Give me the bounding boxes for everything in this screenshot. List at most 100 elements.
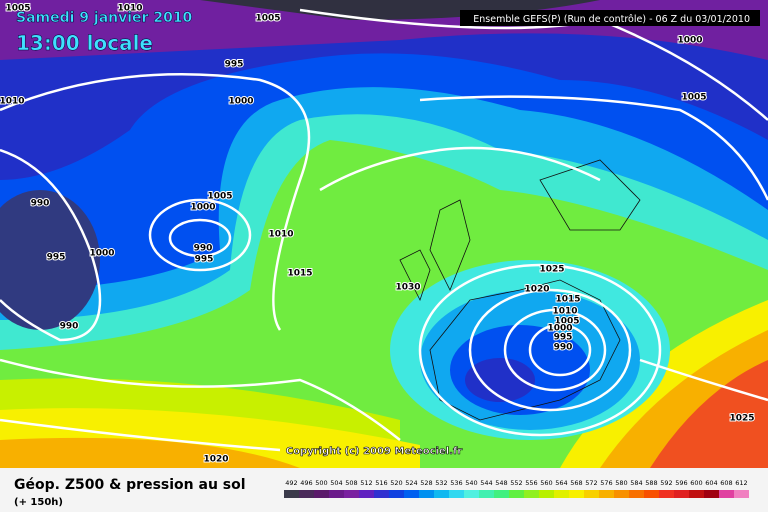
- contour-fill: [650, 360, 768, 468]
- scale-label: 604: [705, 479, 717, 487]
- scale-swatch: [554, 490, 569, 498]
- isobar-label: 1000: [547, 324, 572, 334]
- scale-swatch: [629, 490, 644, 498]
- scale-label: 580: [615, 479, 627, 487]
- scale-swatch: [299, 490, 314, 498]
- isobar-label: 1010: [0, 97, 25, 107]
- isobar: [503, 308, 607, 392]
- scale-swatch: [644, 490, 659, 498]
- isobar-label: 990: [31, 199, 50, 209]
- scale-label: 528: [420, 479, 432, 487]
- isobar: [0, 148, 102, 342]
- scale-label: 516: [375, 479, 387, 487]
- footer-title: Géop. Z500 & pression au sol: [14, 477, 246, 493]
- isobar-label: 995: [47, 253, 66, 263]
- scale-swatch: [404, 490, 419, 498]
- contour-fill: [465, 358, 535, 402]
- isobar-labels: 1005 1010 1005 1000 995 1000 1010 1005 9…: [0, 3, 756, 466]
- scale-swatch: [389, 490, 404, 498]
- scale-swatch: [359, 490, 374, 498]
- scale-label: 512: [360, 479, 372, 487]
- scale-label: 504: [330, 479, 342, 487]
- scale-label: 508: [345, 479, 357, 487]
- scale-label: 500: [315, 479, 327, 487]
- scale-swatch: [329, 490, 344, 498]
- scale-label: 544: [480, 479, 492, 487]
- contour-fill: [0, 190, 100, 330]
- scale-label: 572: [585, 479, 597, 487]
- isobar: [528, 323, 592, 377]
- scale-swatch: [509, 490, 524, 498]
- scale-swatch: [659, 490, 674, 498]
- isobar-label: 990: [60, 322, 79, 332]
- contour-fill: [0, 437, 300, 468]
- map-time: 13:00 locale: [16, 31, 153, 55]
- scale-swatch: [719, 490, 734, 498]
- scale-swatch: [464, 490, 479, 498]
- scale-swatch: [674, 490, 689, 498]
- scale-label: 588: [645, 479, 657, 487]
- isobar: [0, 358, 401, 441]
- scale-label: 612: [735, 479, 747, 487]
- scale-label: 568: [570, 479, 582, 487]
- scale-label: 576: [600, 479, 612, 487]
- scale-label: 600: [690, 479, 702, 487]
- scale-label: 556: [525, 479, 537, 487]
- isobar: [0, 418, 281, 452]
- isobar: [148, 198, 252, 272]
- isobar-label: 1015: [287, 269, 312, 279]
- scale-swatch: [734, 490, 749, 498]
- scale-swatch: [539, 490, 554, 498]
- scale-label: 564: [555, 479, 567, 487]
- scale-swatch: [689, 490, 704, 498]
- isobar: [418, 263, 662, 437]
- scale-label: 540: [465, 479, 477, 487]
- scale-swatch: [344, 490, 359, 498]
- scale-swatch: [374, 490, 389, 498]
- scale-swatch: [284, 490, 299, 498]
- color-scale: 492 496 500 504 508 512 516 520 524 528 532 536 540 5…: [284, 479, 749, 498]
- scale-label: 492: [285, 479, 297, 487]
- isobar-label: 1010: [117, 4, 142, 14]
- scale-swatch: [434, 490, 449, 498]
- scale-label: 608: [720, 479, 732, 487]
- scale-label: 496: [300, 479, 312, 487]
- isobar-label: 1010: [268, 230, 293, 240]
- scale-swatch: [569, 490, 584, 498]
- isobar-label: 995: [225, 60, 244, 70]
- isobar: [168, 218, 232, 258]
- isobar-label: 1020: [203, 455, 228, 465]
- scale-label: 548: [495, 479, 507, 487]
- scale-label: 596: [675, 479, 687, 487]
- scale-label: 560: [540, 479, 552, 487]
- isobar-label: 1015: [555, 295, 580, 305]
- isobar: [468, 288, 632, 412]
- isobar: [639, 358, 768, 402]
- isobar-label: 1000: [228, 97, 253, 107]
- coastline: [399, 159, 641, 421]
- scale-label: 584: [630, 479, 642, 487]
- footer-lead: (+ 150h): [14, 497, 63, 508]
- scale-swatch: [704, 490, 719, 498]
- copyright: Copyright (c) 2009 Meteociel.fr: [286, 446, 463, 457]
- scale-swatch: [584, 490, 599, 498]
- scale-swatch: [419, 490, 434, 498]
- scale-swatch: [479, 490, 494, 498]
- scale-swatch: [614, 490, 629, 498]
- scale-label: 520: [390, 479, 402, 487]
- isobar-label: 1005: [255, 14, 280, 24]
- isobar-label: 995: [554, 333, 573, 343]
- scale-label: 592: [660, 479, 672, 487]
- isobar: [419, 95, 768, 201]
- isobar-label: 990: [194, 244, 213, 254]
- isobar-label: 1005: [681, 93, 706, 103]
- scale-swatch: [524, 490, 539, 498]
- isobar-label: 990: [554, 343, 573, 353]
- isobars: [0, 8, 768, 452]
- isobar-label: 1010: [552, 307, 577, 317]
- isobar-label: 1025: [729, 414, 754, 424]
- run-info: Ensemble GEFS(P) (Run de contrôle) - 06 …: [473, 14, 750, 25]
- scale-label: 536: [450, 479, 462, 487]
- isobar-label: 1000: [89, 249, 114, 259]
